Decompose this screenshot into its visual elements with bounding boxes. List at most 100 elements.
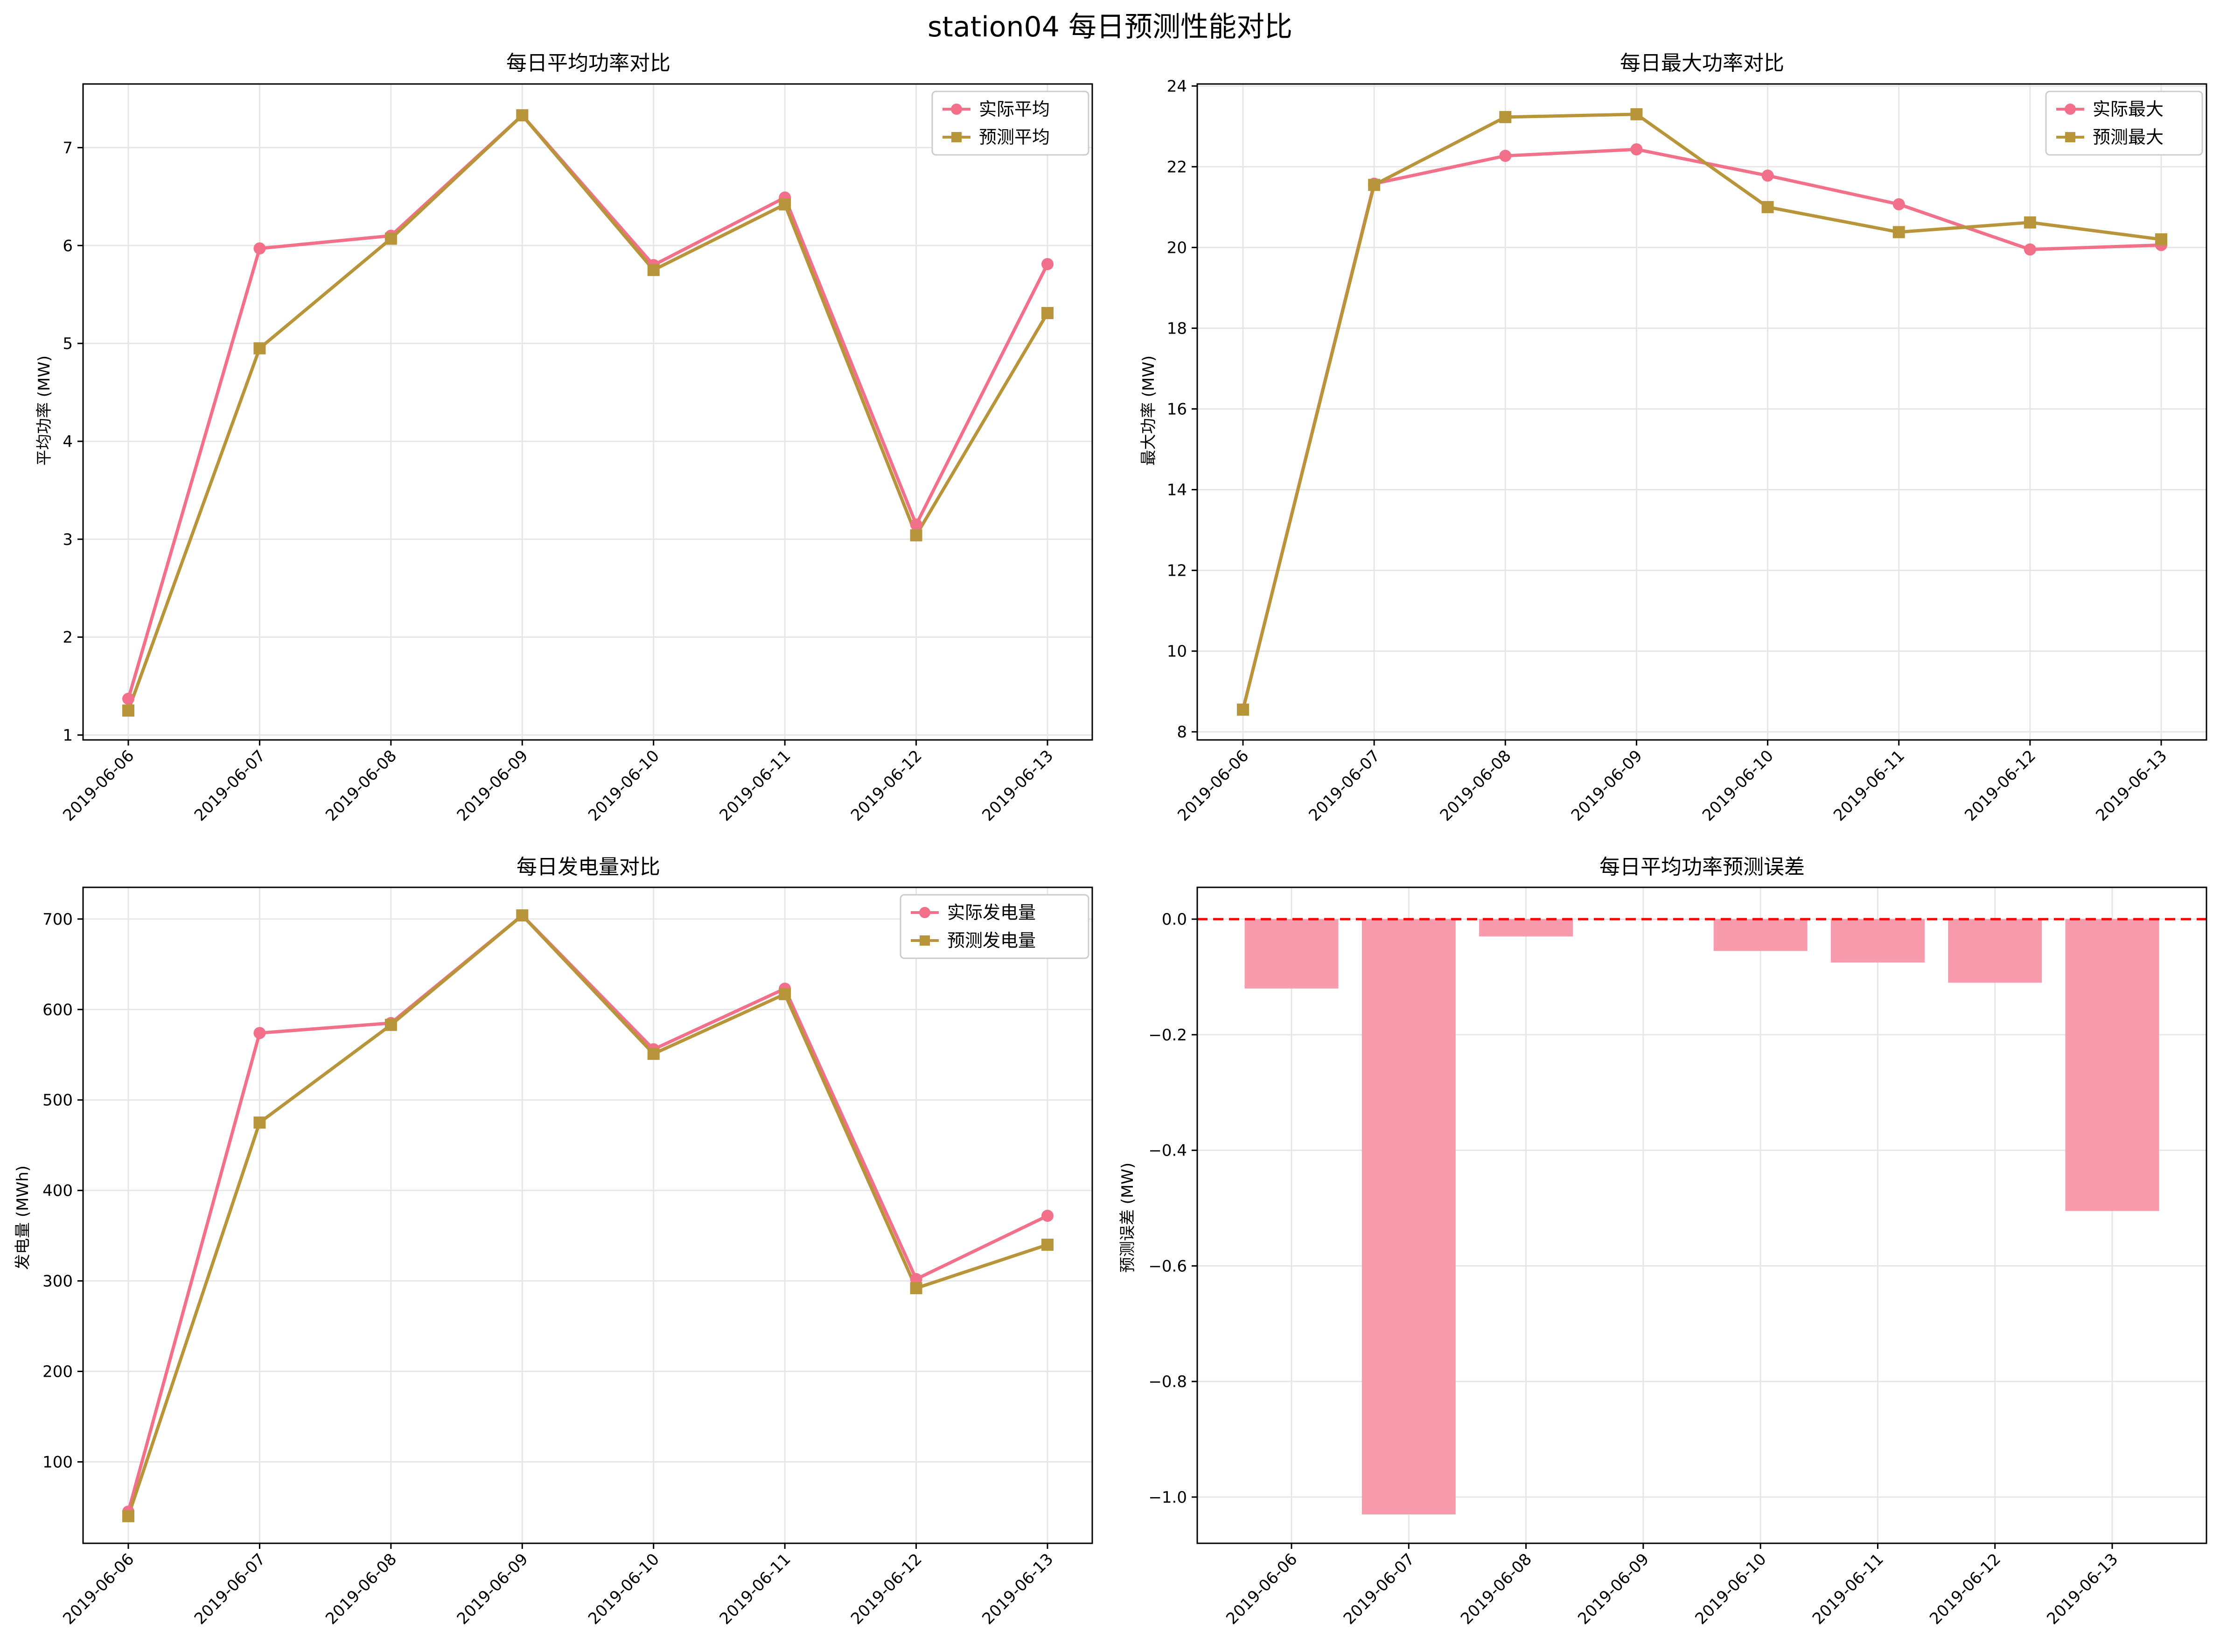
- data-point-predicted: [910, 529, 922, 542]
- legend-marker-predicted: [920, 935, 930, 946]
- legend-label-actual: 实际平均: [979, 99, 1050, 119]
- series-line-actual: [126, 913, 1048, 1513]
- y-tick-label: 14: [1167, 481, 1187, 500]
- legend-marker-predicted: [951, 132, 962, 142]
- data-point-actual: [2024, 243, 2036, 256]
- x-tick-label: 2019-06-07: [191, 746, 269, 825]
- data-point-actual: [1892, 198, 1905, 210]
- data-point-predicted: [1237, 704, 1249, 716]
- y-tick-label: 3: [63, 530, 73, 549]
- x-tick-label: 2019-06-06: [59, 746, 138, 825]
- y-tick-label: 600: [42, 1001, 73, 1019]
- x-tick-label: 2019-06-13: [978, 746, 1057, 825]
- y-tick-label: 12: [1167, 562, 1187, 580]
- panel-title: 每日平均功率预测误差: [1599, 855, 1805, 879]
- legend-marker-actual: [2065, 104, 2076, 115]
- x-tick-label: 2019-06-06: [1174, 746, 1252, 825]
- data-point-predicted: [1041, 307, 1054, 320]
- panel-avg-power: 每日平均功率对比 平均功率 (MW) 1 2 3 4 5 6 7 2019-06-06 2019…: [35, 51, 1093, 825]
- x-tick-label: 2019-06-12: [1926, 1550, 2004, 1628]
- series-line-predicted: [1241, 112, 2162, 710]
- y-tick-label: 24: [1167, 77, 1187, 96]
- data-point-predicted: [1630, 108, 1643, 120]
- x-tick-label: 2019-06-09: [454, 1550, 532, 1628]
- data-point-predicted: [2024, 216, 2036, 229]
- y-tick-label: 7: [63, 139, 73, 157]
- data-point-actual: [253, 242, 266, 255]
- data-point-predicted: [910, 1282, 922, 1295]
- data-point-predicted: [647, 264, 660, 276]
- y-tick-label: −0.2: [1148, 1026, 1187, 1045]
- panel-title: 每日发电量对比: [517, 855, 660, 879]
- x-tick-label: 2019-06-10: [585, 1550, 663, 1628]
- panel-energy: 每日发电量对比 发电量 (MWh) 100 200 300 400 500 600 700 2…: [14, 855, 1093, 1628]
- data-point-predicted: [647, 1047, 660, 1060]
- data-point-predicted: [516, 909, 529, 922]
- error-bar: [1830, 919, 1925, 963]
- figure-title: station04 每日预测性能对比: [928, 11, 1292, 43]
- y-tick-label: 22: [1167, 158, 1187, 176]
- series-line-predicted: [126, 913, 1048, 1517]
- y-tick-label: 1: [63, 726, 73, 745]
- legend-marker-actual: [951, 104, 962, 115]
- y-tick-label: 700: [42, 910, 73, 929]
- axes-frame: [1196, 886, 2207, 1544]
- x-tick-label: 2019-06-07: [191, 1550, 269, 1628]
- data-point-actual: [910, 518, 922, 531]
- y-tick-label: −0.8: [1148, 1373, 1187, 1391]
- data-point-predicted: [122, 704, 134, 717]
- x-tick-label: 2019-06-09: [1574, 1550, 1653, 1628]
- y-axis-label: 平均功率 (MW): [35, 355, 54, 466]
- y-tick-label: 2: [63, 628, 73, 647]
- x-tick-label: 2019-06-13: [978, 1550, 1057, 1628]
- y-tick-label: 100: [42, 1453, 73, 1471]
- x-tick-label: 2019-06-11: [1809, 1550, 1887, 1628]
- error-bar: [1244, 919, 1339, 989]
- axes-frame: [82, 886, 1093, 1544]
- legend: 实际发电量 预测发电量: [900, 894, 1089, 959]
- data-point-actual: [1041, 1209, 1054, 1222]
- y-tick-label: 300: [42, 1272, 73, 1291]
- error-bar: [1948, 919, 2042, 983]
- panel-max-power: 每日最大功率对比 最大功率 (MW) 8 10 12 14 16 18 20 22 24 2019…: [1139, 51, 2207, 825]
- y-axis-label: 最大功率 (MW): [1139, 355, 1158, 466]
- x-tick-label: 2019-06-07: [1305, 746, 1384, 825]
- data-point-predicted: [779, 988, 791, 1000]
- y-tick-label: 10: [1167, 642, 1187, 661]
- series-line-actual: [126, 113, 1049, 699]
- y-tick-label: 0.0: [1162, 910, 1187, 929]
- data-point-predicted: [1368, 179, 1381, 191]
- error-bar: [1479, 919, 1573, 937]
- data-point-predicted: [2155, 233, 2167, 246]
- data-point-predicted: [1892, 226, 1905, 238]
- legend: 实际平均 预测平均: [931, 91, 1089, 156]
- legend-label-predicted: 预测最大: [2093, 127, 2164, 147]
- x-tick-label: 2019-06-08: [322, 1550, 400, 1628]
- legend-frame: [2045, 91, 2203, 156]
- series-line-predicted: [126, 113, 1049, 711]
- panel-title: 每日最大功率对比: [1620, 51, 1784, 75]
- plot-area: 100 200 300 400 500 600 700 2019-06-06 2019-06-0…: [42, 886, 1093, 1628]
- data-point-actual: [122, 692, 134, 705]
- plot-area: 8 10 12 14 16 18 20 22 24 2019-06-06 2019-06-07 201…: [1167, 77, 2207, 825]
- x-tick-label: 2019-06-12: [847, 746, 926, 825]
- series-line-actual: [1241, 147, 2162, 710]
- data-point-predicted: [1761, 201, 1774, 213]
- data-point-predicted: [516, 109, 529, 122]
- y-tick-label: 6: [63, 237, 73, 255]
- x-tick-label: 2019-06-10: [1699, 746, 1777, 825]
- x-tick-label: 2019-06-13: [2043, 1550, 2122, 1628]
- y-tick-label: −1.0: [1148, 1488, 1187, 1507]
- x-tick-label: 2019-06-08: [1457, 1550, 1536, 1628]
- legend-label-actual: 实际最大: [2093, 99, 2164, 119]
- data-point-predicted: [122, 1510, 134, 1522]
- y-tick-label: 16: [1167, 400, 1187, 419]
- axes-frame: [82, 83, 1093, 741]
- y-tick-label: 500: [42, 1091, 73, 1110]
- data-point-predicted: [384, 232, 397, 245]
- error-bar: [1361, 919, 1456, 1515]
- data-point-actual: [1630, 143, 1643, 156]
- legend-label-actual: 实际发电量: [947, 902, 1036, 923]
- x-tick-label: 2019-06-13: [2092, 746, 2171, 825]
- x-tick-label: 2019-06-11: [1830, 746, 1908, 825]
